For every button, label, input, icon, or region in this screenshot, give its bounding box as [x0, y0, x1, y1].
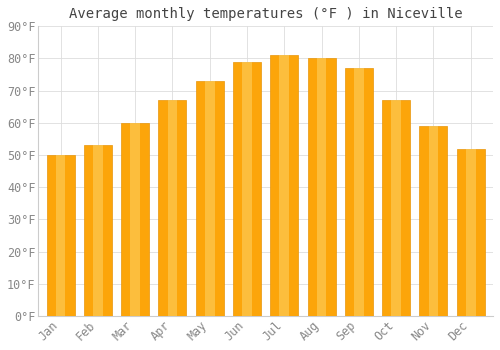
Bar — [168, 100, 177, 316]
Bar — [316, 58, 326, 316]
Bar — [382, 100, 410, 316]
Title: Average monthly temperatures (°F ) in Niceville: Average monthly temperatures (°F ) in Ni… — [69, 7, 462, 21]
Bar — [456, 149, 484, 316]
Bar — [196, 81, 224, 316]
Bar — [46, 155, 74, 316]
Bar — [345, 68, 373, 316]
Bar — [428, 126, 438, 316]
Bar — [205, 81, 214, 316]
Bar — [466, 149, 475, 316]
Bar — [391, 100, 401, 316]
Bar — [308, 58, 336, 316]
Bar — [93, 145, 103, 316]
Bar — [280, 55, 289, 316]
Bar — [84, 145, 112, 316]
Bar — [270, 55, 298, 316]
Bar — [121, 123, 149, 316]
Bar — [242, 62, 252, 316]
Bar — [233, 62, 261, 316]
Bar — [56, 155, 66, 316]
Bar — [420, 126, 448, 316]
Bar — [354, 68, 364, 316]
Bar — [130, 123, 140, 316]
Bar — [158, 100, 186, 316]
